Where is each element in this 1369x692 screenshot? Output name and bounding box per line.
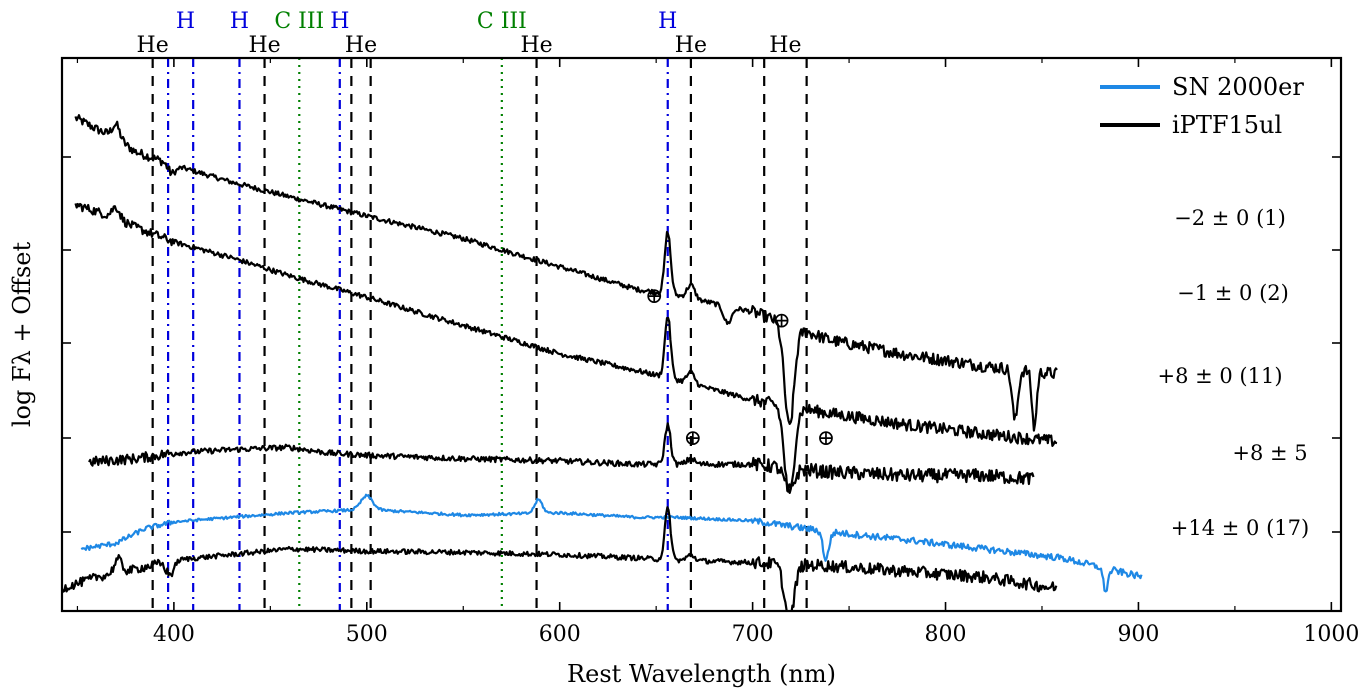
spectral-line-markers bbox=[151, 58, 808, 611]
marker-label-2: H bbox=[230, 9, 249, 34]
spectrum-label-3: +8 ± 5 bbox=[1232, 441, 1307, 465]
marker-label-1: H bbox=[176, 9, 195, 34]
y-axis-title: log Fλ + Offset bbox=[8, 242, 36, 428]
marker-label-5: H bbox=[330, 9, 349, 34]
marker-label-6: He bbox=[345, 33, 377, 58]
marker-label-3: He bbox=[248, 33, 280, 58]
telluric-mark-1: ⊕ bbox=[772, 309, 790, 334]
x-tick-label-4: 800 bbox=[925, 622, 967, 647]
spectrum-1 bbox=[74, 202, 1058, 494]
spectrum-label-1: −1 ± 0 (2) bbox=[1177, 281, 1289, 305]
marker-label-7: C III bbox=[477, 9, 527, 34]
spectrum-4 bbox=[62, 506, 1058, 611]
telluric-mark-3: ⊕ bbox=[817, 426, 835, 451]
x-tick-label-0: 400 bbox=[153, 622, 195, 647]
telluric-mark-0: ⊕ bbox=[645, 284, 663, 309]
marker-label-4: C III bbox=[274, 9, 324, 34]
marker-label-11: He bbox=[769, 33, 801, 58]
spectrum-3 bbox=[80, 493, 1143, 593]
spectrum-label-4: +14 ± 0 (17) bbox=[1171, 516, 1309, 540]
marker-label-9: H bbox=[658, 9, 677, 34]
axis-ticks: 400 500 600 700 800 900 1000 bbox=[62, 58, 1359, 647]
x-tick-label-3: 700 bbox=[732, 622, 774, 647]
telluric-mark-2: ⊕ bbox=[684, 426, 702, 451]
plot-border bbox=[60, 56, 1343, 613]
marker-label-8: He bbox=[520, 33, 552, 58]
x-tick-label-6: 1000 bbox=[1303, 622, 1359, 647]
spectrum-labels: −2 ± 0 (1) −1 ± 0 (2) +8 ± 0 (11) +8 ± 5 +14… bbox=[1157, 206, 1309, 540]
spectrum-0 bbox=[74, 114, 1058, 432]
telluric-markers: ⊕ ⊕ ⊕ ⊕ bbox=[645, 284, 835, 451]
plot-frame bbox=[60, 56, 1343, 613]
legend: SN 2000er iPTF15ul bbox=[1100, 73, 1304, 139]
spectrum-label-0: −2 ± 0 (1) bbox=[1174, 206, 1286, 230]
spectrum-2 bbox=[88, 422, 1035, 493]
legend-label-0: SN 2000er bbox=[1172, 73, 1304, 101]
legend-label-1: iPTF15ul bbox=[1172, 111, 1282, 139]
spectra-series bbox=[62, 114, 1143, 611]
x-tick-label-1: 500 bbox=[346, 622, 388, 647]
x-tick-label-5: 900 bbox=[1117, 622, 1159, 647]
x-axis-title: Rest Wavelength (nm) bbox=[567, 660, 836, 688]
x-tick-label-2: 600 bbox=[539, 622, 581, 647]
marker-label-0: He bbox=[137, 33, 169, 58]
marker-label-10: He bbox=[675, 33, 707, 58]
spectrum-label-2: +8 ± 0 (11) bbox=[1157, 364, 1282, 388]
